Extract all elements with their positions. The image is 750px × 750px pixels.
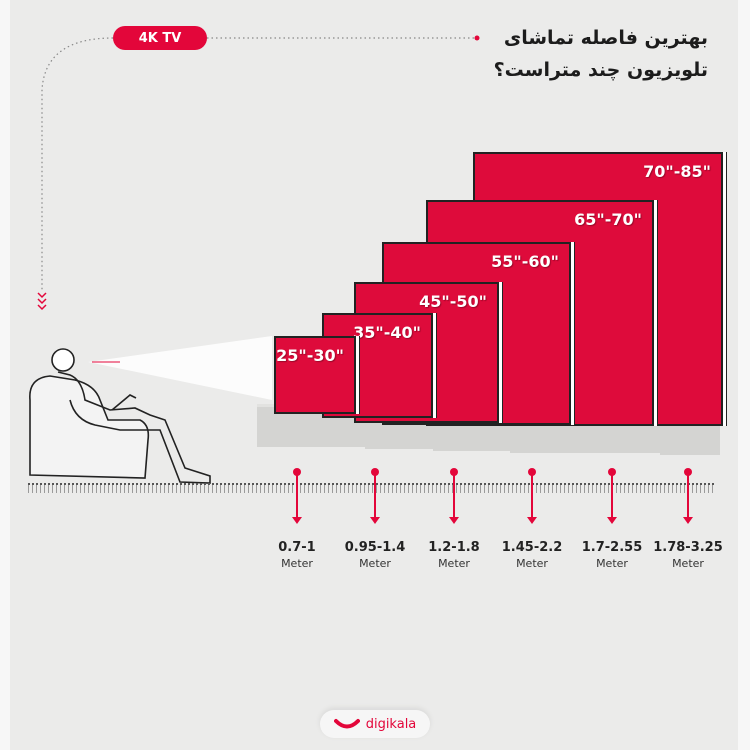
distance-unit: Meter [281, 557, 313, 570]
chevron-down-icon [37, 292, 47, 311]
distance-arrow [370, 468, 380, 524]
tv-size-label: 65"-70" [574, 210, 642, 229]
tv-size-label: 70"-85" [643, 162, 711, 181]
brand-name: digikala [365, 716, 417, 732]
tv-25-30: 25"-30" [274, 336, 356, 414]
view-beam [88, 336, 272, 400]
floor-ruler [28, 483, 714, 493]
distance-value: 1.78-3.25 [653, 540, 723, 555]
distance-unit: Meter [516, 557, 548, 570]
distance-value: 1.7-2.55 [581, 540, 643, 555]
distance-label: 1.2-1.8 Meter [409, 540, 499, 570]
distance-unit: Meter [438, 557, 470, 570]
distance-unit: Meter [672, 557, 704, 570]
distance-label: 1.78-3.25 Meter [643, 540, 733, 570]
title-dot [474, 35, 480, 41]
title-line-2: تلویزیون چند متراست؟ [493, 59, 708, 81]
distance-value: 1.2-1.8 [428, 540, 480, 555]
distance-label: 0.7-1 Meter [252, 540, 342, 570]
distance-arrow [292, 468, 302, 524]
page-title: بهترین فاصله تماشای تلویزیون چند متراست؟ [448, 22, 708, 86]
dotted-path [41, 37, 114, 290]
distance-label: 0.95-1.4 Meter [330, 540, 420, 570]
distance-value: 1.45-2.2 [501, 540, 563, 555]
brand-logo: digikala [320, 710, 430, 738]
person-in-armchair-icon [29, 348, 211, 484]
distance-unit: Meter [359, 557, 391, 570]
smile-logo-icon [333, 719, 360, 729]
title-line-1: بهترین فاصله تماشای [503, 27, 708, 49]
4k-tv-badge: 4K TV [113, 26, 207, 50]
tv-size-label: 35"-40" [353, 323, 421, 342]
distance-arrow [683, 468, 693, 524]
tv-stand [660, 422, 720, 455]
distance-label: 1.7-2.55 Meter [567, 540, 657, 570]
tv-size-label: 45"-50" [419, 292, 487, 311]
distance-unit: Meter [596, 557, 628, 570]
distance-arrow [449, 468, 459, 524]
distance-value: 0.7-1 [278, 540, 316, 555]
distance-value: 0.95-1.4 [344, 540, 406, 555]
tv-size-label: 25"-30" [276, 346, 344, 365]
distance-label: 1.45-2.2 Meter [487, 540, 577, 570]
tv-size-label: 55"-60" [491, 252, 559, 271]
distance-arrow [607, 468, 617, 524]
distance-arrow [527, 468, 537, 524]
